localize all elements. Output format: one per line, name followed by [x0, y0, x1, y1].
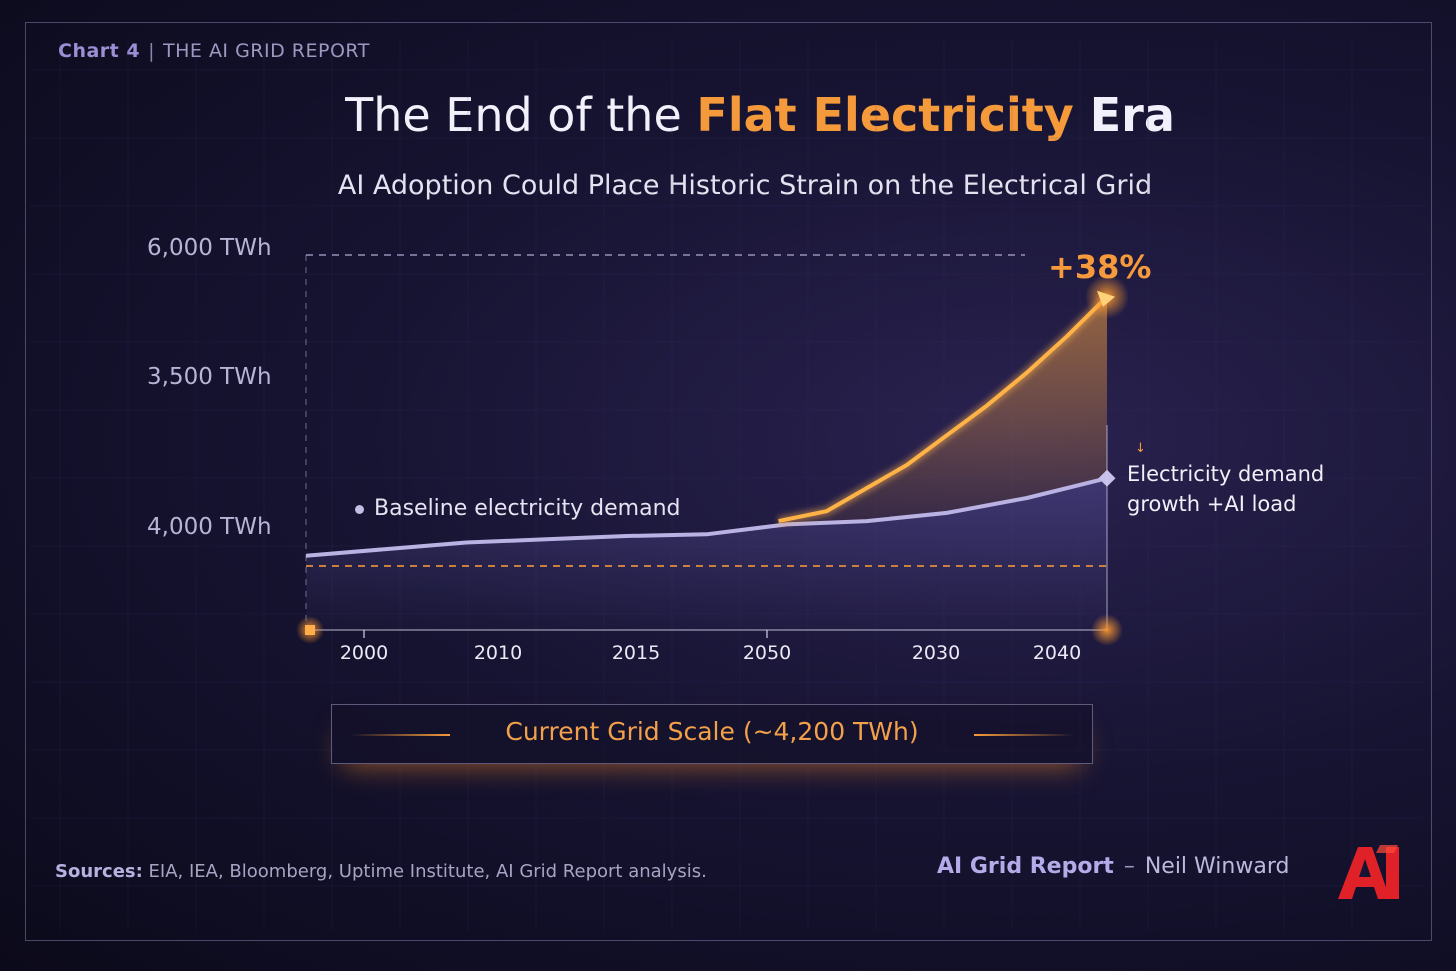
chart-number: Chart 4	[58, 40, 141, 62]
sources-text: EIA, IEA, Bloomberg, Uptime Institute, A…	[148, 861, 707, 882]
title-part2: Era	[1073, 88, 1175, 142]
baseline-legend: Baseline electricity demand	[355, 496, 681, 521]
y-tick-label: 6,000 TWh	[147, 235, 272, 261]
report-name: THE AI GRID REPORT	[163, 40, 370, 62]
growth-legend: Electricity demand growth +AI load	[1127, 459, 1357, 519]
axis-end-glow	[1091, 614, 1123, 646]
origin-marker	[305, 625, 315, 635]
grid-scale-label: Current Grid Scale (~4,200 TWh)	[505, 717, 919, 746]
series-areas	[306, 296, 1107, 630]
series-lines	[305, 274, 1129, 558]
x-tick-label: 2015	[611, 642, 661, 664]
scale-line-left	[350, 734, 450, 736]
credit: AI Grid Report – Neil Winward	[937, 854, 1289, 879]
author-name: Neil Winward	[1144, 854, 1290, 879]
title-part1: The End of the	[345, 88, 697, 142]
ai-logo-icon	[1338, 845, 1399, 899]
growth-label-line2: growth +AI load	[1127, 492, 1297, 516]
brand-name: AI Grid Report	[937, 854, 1114, 879]
x-tick-label: 2000	[339, 642, 389, 664]
chart-gridlines	[30, 40, 1425, 930]
baseline-series-line	[305, 476, 1108, 558]
x-tick-label: 2030	[911, 642, 961, 664]
chart-axes	[296, 254, 1123, 646]
ai-arrowhead-icon	[1097, 290, 1115, 307]
ai-load-area	[778, 296, 1107, 526]
title-highlight: Flat Electricity	[696, 88, 1074, 142]
x-tick-label: 2010	[473, 642, 523, 664]
baseline-dot-icon	[355, 504, 364, 514]
chart-frame	[25, 22, 1432, 941]
header-separator: |	[148, 40, 155, 62]
y-tick-label: 3,500 TWh	[147, 364, 272, 390]
sources-label: Sources:	[55, 861, 143, 882]
page-title: The End of the Flat Electricity Era	[0, 88, 1456, 142]
x-tick-label: 2040	[1032, 642, 1082, 664]
down-arrow-icon: ↓	[1135, 441, 1146, 456]
ai-logo	[1338, 845, 1399, 899]
x-tick-label: 2050	[742, 642, 792, 664]
percent-increase-label: +38%	[1048, 248, 1152, 286]
ai-series-line	[778, 295, 1109, 524]
growth-label-line1: Electricity demand	[1127, 462, 1325, 486]
sources-note: Sources: EIA, IEA, Bloomberg, Uptime Ins…	[55, 861, 707, 882]
baseline-area	[306, 478, 1107, 630]
y-tick-label: 4,000 TWh	[147, 514, 272, 540]
scale-line-right	[974, 734, 1074, 736]
chart-header: Chart 4 | THE AI GRID REPORT	[58, 40, 370, 62]
grid-scale-reference: Current Grid Scale (~4,200 TWh)	[331, 704, 1093, 764]
credit-dash: –	[1123, 854, 1135, 879]
baseline-label-text: Baseline electricity demand	[374, 496, 681, 521]
chart-subtitle: AI Adoption Could Place Historic Strain …	[337, 170, 1153, 201]
